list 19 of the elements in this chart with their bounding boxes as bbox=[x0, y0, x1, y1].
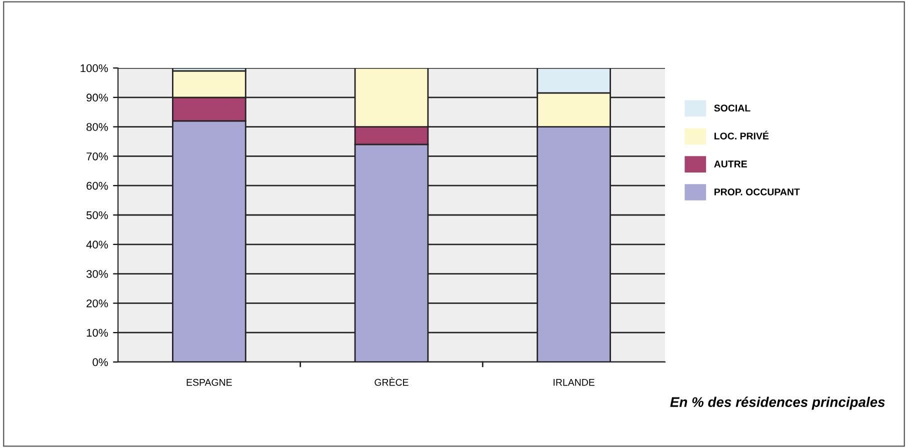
y-tick-label: 90% bbox=[86, 94, 108, 102]
legend-label: AUTRE bbox=[714, 160, 747, 168]
y-tick-label: 50% bbox=[86, 211, 108, 220]
x-tick-label: IRLANDE bbox=[554, 379, 594, 386]
y-tick-label: 20% bbox=[86, 299, 108, 308]
x-tick-label: GRÈCE bbox=[374, 377, 408, 386]
legend-label: SOCIAL bbox=[714, 104, 750, 112]
y-tick-label: 0% bbox=[92, 358, 108, 366]
y-tick-label: 100% bbox=[80, 64, 108, 72]
legend-label: LOC. PRIVÉ bbox=[714, 130, 769, 140]
legend-label: PROP. OCCUPANT bbox=[714, 188, 800, 196]
y-tick-label: 40% bbox=[86, 240, 108, 249]
y-tick-label: 80% bbox=[86, 123, 108, 131]
y-tick-label: 30% bbox=[86, 270, 108, 278]
x-tick-label: ESPAGNE bbox=[186, 378, 232, 386]
y-tick-label: 10% bbox=[86, 328, 108, 337]
y-tick-label: 70% bbox=[86, 152, 108, 160]
text: En % des résidences principales bbox=[670, 396, 885, 410]
y-tick-label: 60% bbox=[86, 182, 108, 190]
